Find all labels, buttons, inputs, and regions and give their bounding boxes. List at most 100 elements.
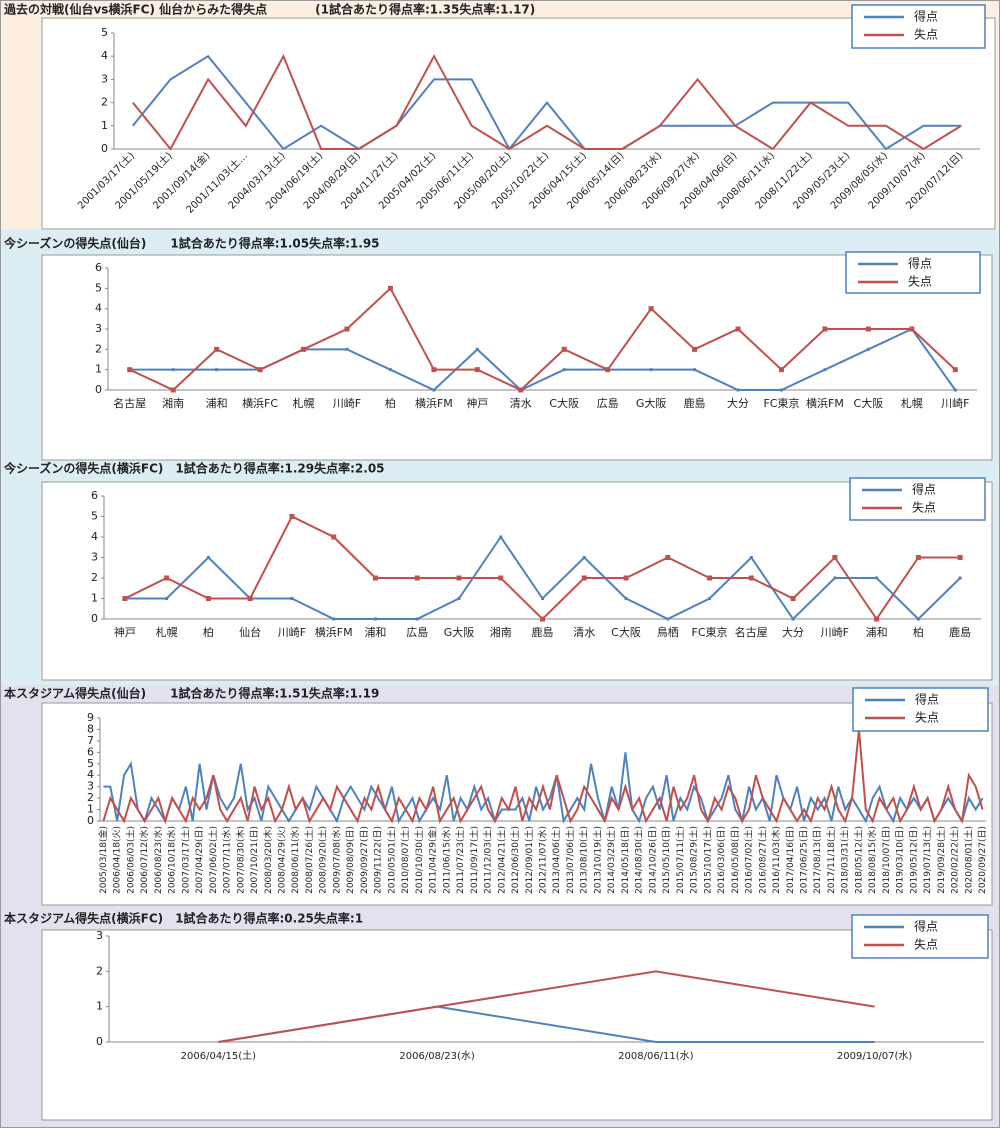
x-tick-label: 2012/04/21(土) bbox=[495, 826, 507, 894]
marker bbox=[648, 306, 654, 312]
x-tick-label: 2011/06/15(水) bbox=[440, 826, 452, 894]
legend bbox=[849, 477, 986, 521]
marker bbox=[666, 617, 670, 621]
legend-label: 失点 bbox=[912, 500, 936, 515]
chart-area bbox=[41, 254, 993, 461]
marker bbox=[289, 514, 295, 519]
x-tick-label: 2017/11/18(土) bbox=[825, 826, 837, 894]
x-tick-label: 2013/10/19(土) bbox=[591, 826, 603, 894]
marker bbox=[499, 535, 503, 539]
series-line bbox=[129, 286, 956, 392]
x-tick-label: 浦和 bbox=[364, 626, 386, 639]
x-tick-label: 2009/08/09(日) bbox=[345, 826, 356, 894]
marker bbox=[518, 387, 524, 393]
x-tick-label: 2015/07/11(土) bbox=[674, 826, 686, 894]
y-tick-label: 1 bbox=[87, 803, 94, 816]
x-tick-label: 川崎F bbox=[333, 396, 361, 410]
x-tick-label: 2017/06/25(日) bbox=[798, 826, 809, 894]
x-tick-label: 2008/06/11(水) bbox=[289, 826, 301, 894]
x-tick-label: 2007/10/21(日) bbox=[249, 826, 260, 894]
x-tick-label: 2010/10/30(土) bbox=[413, 826, 425, 894]
x-tick-label: 2006/08/23(水) bbox=[399, 1050, 475, 1062]
x-tick-label: 2007/07/11(水) bbox=[221, 826, 233, 894]
marker bbox=[474, 367, 480, 373]
x-tick-label: 名古屋 bbox=[113, 396, 146, 410]
chart-title: 過去の対戦(仙台vs横浜FC) 仙台からみた得失点 (1試合あたり得点率:1.3… bbox=[3, 2, 535, 17]
marker bbox=[301, 346, 307, 352]
marker bbox=[206, 556, 210, 559]
x-tick-label: 2012/11/07(水) bbox=[537, 826, 549, 894]
x-tick-label: 2007/06/02(土) bbox=[207, 826, 219, 894]
marker bbox=[735, 326, 741, 332]
x-tick-label: 2016/11/03(木) bbox=[770, 826, 782, 894]
marker bbox=[605, 367, 611, 373]
marker bbox=[122, 596, 128, 601]
y-tick-label: 1 bbox=[101, 119, 108, 132]
marker bbox=[345, 347, 349, 351]
chart-title: 本スタジアム得失点(横浜FC) 1試合あたり得点率:0.25失点率:1 bbox=[4, 911, 363, 926]
x-tick-label: 2015/08/29(土) bbox=[688, 826, 700, 894]
x-tick-label: 清水 bbox=[510, 397, 532, 410]
marker bbox=[916, 617, 920, 621]
x-tick-label: 2006/08/23(水) bbox=[152, 826, 164, 894]
marker bbox=[372, 575, 378, 581]
x-tick-label: 川崎F bbox=[941, 396, 969, 410]
marker bbox=[164, 575, 170, 581]
x-tick-label: 鹿島 bbox=[684, 396, 706, 410]
x-tick-label: C大阪 bbox=[549, 396, 579, 410]
x-tick-label: 2009/09/27(日) bbox=[359, 826, 370, 894]
marker bbox=[866, 347, 870, 351]
marker bbox=[171, 368, 175, 372]
marker bbox=[388, 368, 392, 372]
marker bbox=[332, 617, 336, 621]
x-tick-label: 2020/09/27(日) bbox=[977, 826, 988, 894]
marker bbox=[456, 575, 462, 581]
x-tick-label: 2020/08/01(土) bbox=[962, 826, 974, 894]
x-tick-label: 2008/07/26(土) bbox=[303, 826, 315, 894]
x-tick-label: 2008/09/20(土) bbox=[317, 826, 329, 894]
x-tick-label: 仙台 bbox=[239, 625, 261, 639]
x-tick-label: FC東京 bbox=[692, 625, 728, 639]
x-tick-label: 川崎F bbox=[821, 625, 849, 639]
marker bbox=[257, 367, 263, 373]
y-tick-label: 0 bbox=[95, 383, 102, 396]
x-tick-label: 札幌 bbox=[901, 396, 923, 410]
x-tick-label: G大阪 bbox=[444, 625, 475, 639]
marker bbox=[832, 555, 838, 560]
x-tick-label: 2014/10/26(日) bbox=[647, 826, 658, 894]
y-tick-label: 5 bbox=[87, 757, 94, 770]
marker bbox=[373, 617, 377, 621]
legend-label: 失点 bbox=[914, 27, 938, 42]
marker bbox=[170, 387, 176, 393]
x-tick-label: 2013/04/06(土) bbox=[550, 826, 562, 894]
x-tick-label: 2016/08/27(土) bbox=[756, 826, 768, 894]
marker bbox=[165, 597, 169, 600]
x-tick-label: 2015/10/17(土) bbox=[701, 826, 713, 894]
x-tick-label: 2007/03/17(土) bbox=[179, 826, 191, 894]
x-tick-label: 湘南 bbox=[490, 625, 512, 639]
marker bbox=[205, 596, 211, 601]
x-tick-label: 2006/10/18(水) bbox=[166, 826, 178, 894]
x-tick-label: 広島 bbox=[597, 396, 619, 410]
chart-area bbox=[41, 929, 993, 1121]
series-line bbox=[132, 54, 962, 151]
y-tick-label: 5 bbox=[95, 281, 102, 294]
x-tick-label: 2010/08/07(土) bbox=[399, 826, 411, 894]
legend-label: 得点 bbox=[914, 9, 938, 24]
x-tick-label: 2006/04/18(火) bbox=[112, 826, 123, 894]
chart-title: 今シーズンの得失点(横浜FC) 1試合あたり得点率:1.29失点率:2.05 bbox=[3, 461, 385, 476]
y-tick-label: 3 bbox=[96, 929, 103, 942]
y-tick-label: 6 bbox=[87, 745, 94, 758]
marker bbox=[498, 575, 504, 581]
marker bbox=[748, 575, 754, 581]
marker bbox=[414, 575, 420, 581]
x-tick-label: 大分 bbox=[782, 625, 804, 639]
marker bbox=[791, 617, 795, 621]
x-tick-label: 2016/05/08(日) bbox=[730, 826, 741, 894]
marker bbox=[624, 597, 628, 600]
x-tick-label: C大阪 bbox=[854, 396, 884, 410]
x-tick-label: 2007/04/29(日) bbox=[194, 826, 205, 894]
x-tick-label: 広島 bbox=[406, 625, 428, 639]
x-tick-label: 2019/03/10(日) bbox=[895, 826, 906, 894]
x-tick-label: 2009/11/22(日) bbox=[373, 826, 384, 894]
